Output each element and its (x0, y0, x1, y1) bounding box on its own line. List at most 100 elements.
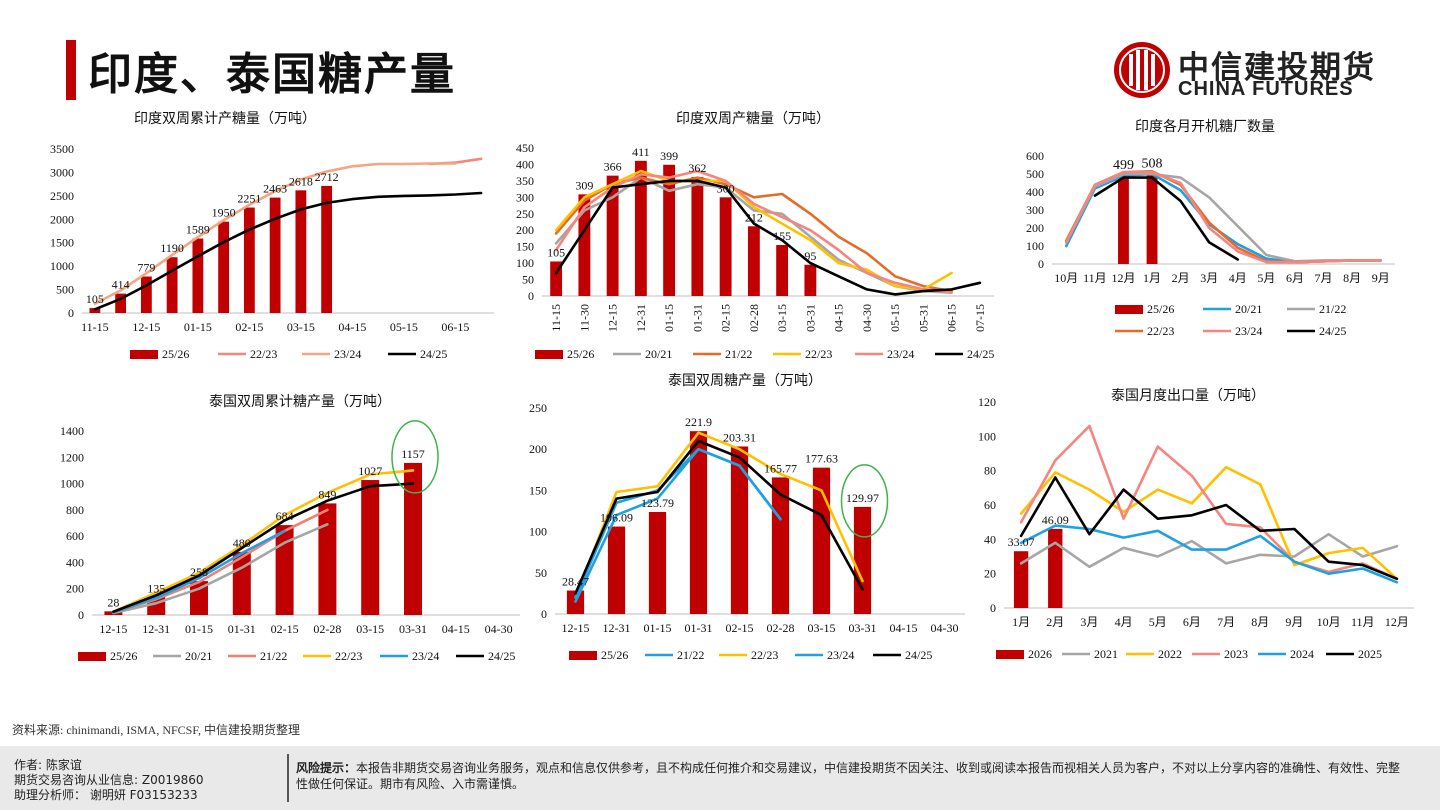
series-line-23-24 (574, 447, 782, 599)
data-label: 135 (147, 581, 165, 595)
data-label: 309 (575, 178, 593, 192)
x-tick-label: 12-15 (606, 304, 620, 332)
y-tick-label: 1000 (50, 259, 74, 273)
bar (648, 511, 667, 614)
data-label: 123.79 (641, 496, 674, 510)
data-label: 411 (632, 145, 650, 159)
data-label: 105 (547, 245, 565, 259)
data-label: 1027 (358, 464, 382, 478)
series-line-2022 (1019, 465, 1399, 581)
risk-label: 风险提示： (296, 761, 357, 775)
legend-swatch (78, 652, 106, 661)
x-tick-label: 1月 (1012, 615, 1030, 629)
x-tick-label: 10月 (1054, 271, 1078, 285)
bar (1118, 174, 1129, 264)
y-tick-label: 400 (1026, 185, 1044, 199)
y-tick-label: 50 (522, 273, 534, 287)
y-tick-label: 200 (1026, 221, 1044, 235)
x-tick-label: 03-31 (803, 304, 817, 332)
y-tick-label: 1000 (60, 477, 84, 491)
data-label: 28.47 (562, 575, 589, 589)
data-label: 508 (1142, 157, 1163, 172)
legend-label: 25/26 (162, 347, 189, 361)
legend-label: 25/26 (110, 649, 137, 663)
bar (192, 238, 204, 313)
chart-india-cumulative: 印度双周累计产糖量（万吨） 0 500 1000 1500 2000 2500 3000 350… (50, 111, 494, 361)
bar (747, 226, 760, 296)
legend-label: 22/23 (1147, 324, 1174, 338)
series-line-20-21 (1065, 172, 1382, 264)
series-line-24-25 (554, 179, 982, 296)
chart-title: 印度双周累计产糖量（万吨） (134, 111, 316, 127)
title-accent-bar (66, 40, 76, 100)
y-tick-label: 0 (78, 608, 84, 622)
data-label: 366 (604, 160, 622, 174)
x-tick-label: 11-15 (81, 320, 109, 334)
data-label: 221.9 (685, 415, 712, 429)
data-label: 155 (773, 229, 791, 243)
legend-label: 20/21 (1235, 302, 1262, 316)
y-tick-label: 800 (66, 503, 84, 517)
y-tick-label: 250 (529, 401, 547, 415)
data-label: 105 (86, 292, 104, 306)
x-tick-label: 12月 (1385, 615, 1409, 629)
chart-title: 印度各月开机糖厂数量 (1135, 119, 1275, 135)
legend-label: 22/23 (250, 347, 277, 361)
chart-thailand-biweekly: 泰国双周糖产量（万吨） 0 50 100 150 200 250 12-15 12-31 01-1… (529, 373, 965, 662)
legend-label: 25/26 (567, 347, 594, 361)
data-label: 2463 (263, 182, 287, 196)
bar (321, 185, 333, 313)
highlight-circle (391, 420, 439, 494)
y-tick-label: 2000 (50, 212, 74, 226)
series-line-2021 (1019, 532, 1399, 569)
x-tick-label: 4月 (1115, 615, 1133, 629)
series-line-2023 (1019, 424, 1399, 581)
x-tick-label: 9月 (1372, 271, 1390, 285)
y-tick-label: 100 (1026, 239, 1044, 253)
legend-label: 2025 (1358, 647, 1382, 661)
y-tick-label: 3000 (50, 165, 74, 179)
series-line-23-24 (112, 529, 286, 614)
x-tick-label: 05-15 (888, 304, 902, 332)
y-tick-label: 1400 (60, 424, 84, 438)
x-tick-label: 11月 (1083, 271, 1107, 285)
y-tick-label: 100 (516, 256, 534, 270)
legend-label: 2023 (1224, 647, 1248, 661)
data-label: 1190 (160, 241, 184, 255)
legend-label: 22/23 (751, 648, 778, 662)
bar (318, 503, 337, 615)
x-tick-label: 6月 (1286, 271, 1304, 285)
x-tick-label: 12-15 (99, 622, 127, 636)
x-tick-label: 03-15 (287, 320, 315, 334)
bar (1048, 528, 1063, 608)
x-tick-label: 03-15 (775, 304, 789, 332)
y-tick-label: 500 (1026, 167, 1044, 181)
author: 作者: 陈家谊 (14, 758, 82, 772)
x-tick-label: 02-15 (235, 320, 263, 334)
y-tick-label: 400 (66, 555, 84, 569)
data-label: 684 (276, 509, 294, 523)
chart-title: 泰国月度出口量（万吨） (1111, 388, 1265, 404)
x-tick-label: 3月 (1200, 271, 1218, 285)
x-tick-label: 01-31 (228, 622, 256, 636)
legend-label: 24/25 (967, 347, 994, 361)
legend-label: 24/25 (488, 649, 515, 663)
data-label: 480 (233, 536, 251, 550)
data-label: 177.63 (805, 452, 838, 466)
x-tick-label: 01-15 (184, 320, 212, 334)
legend-label: 24/25 (905, 648, 932, 662)
bar (1013, 551, 1029, 608)
x-tick-label: 01-31 (690, 304, 704, 332)
chart-thailand-cumulative: 泰国双周累计糖产量（万吨） 0 200 400 600 800 1000 1200 1400 12… (60, 394, 520, 663)
y-tick-label: 120 (978, 395, 996, 409)
series-line-2024 (1019, 524, 1399, 584)
chart-india-mills: 印度各月开机糖厂数量 0 100 200 300 400 500 600 10月 11月 12月 1月… (1026, 119, 1395, 338)
legend-label: 21/22 (725, 347, 752, 361)
data-label: 2712 (315, 170, 339, 184)
data-label: 106.09 (600, 511, 633, 525)
data-label: 1950 (212, 206, 236, 220)
y-tick-label: 100 (529, 525, 547, 539)
y-tick-label: 1200 (60, 450, 84, 464)
x-tick-label: 11月 (1351, 615, 1375, 629)
legend-swatch (569, 651, 597, 660)
